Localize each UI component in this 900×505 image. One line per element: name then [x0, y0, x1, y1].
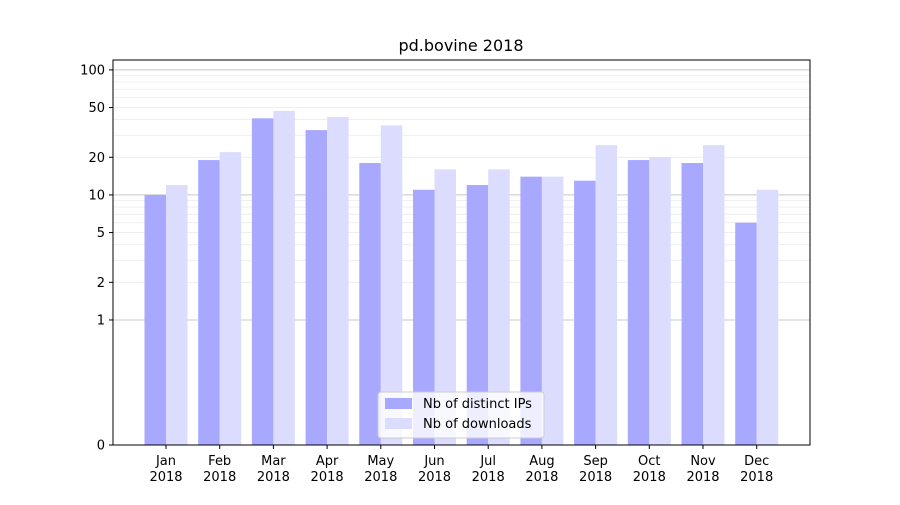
x-tick-label: 2018 — [633, 470, 666, 485]
bar-distinct-ips — [251, 118, 274, 445]
bar-distinct-ips — [735, 222, 757, 445]
x-tick-label: Jul — [479, 454, 496, 469]
x-tick-label: 2018 — [149, 470, 182, 485]
x-tick-label: 2018 — [472, 470, 505, 485]
x-tick-label: Feb — [208, 454, 231, 469]
x-tick-label: 2018 — [525, 470, 558, 485]
x-tick-label: Jan — [155, 454, 176, 469]
legend-box — [377, 391, 545, 439]
bar-downloads — [219, 152, 242, 445]
bar-distinct-ips — [144, 194, 166, 445]
x-tick-label: May — [367, 454, 394, 469]
x-tick-label: 2018 — [311, 470, 344, 485]
x-tick-label: 2018 — [418, 470, 451, 485]
bar-layer — [144, 110, 779, 445]
plot-frame — [112, 59, 811, 446]
bar-distinct-ips — [681, 163, 703, 445]
bar-downloads — [327, 117, 349, 445]
x-tick-label: Oct — [638, 454, 660, 469]
x-tick-label: Mar — [261, 454, 286, 469]
x-tick-label: 2018 — [740, 470, 773, 485]
x-tick-label: Nov — [690, 454, 716, 469]
x-tick-label: 2018 — [686, 470, 719, 485]
bar-distinct-ips — [413, 189, 435, 445]
y-tick-label: 0 — [97, 439, 105, 454]
bar-distinct-ips — [466, 185, 489, 445]
bar-downloads — [166, 185, 188, 445]
x-axis: Jan2018Feb2018Mar2018Apr2018May2018Jun20… — [149, 445, 773, 485]
legend-label: Nb of downloads — [423, 417, 532, 432]
y-axis: 0 1 2 5 10 20 50 100 — [80, 63, 113, 454]
x-tick-label: 2018 — [257, 470, 290, 485]
x-tick-label: 2018 — [364, 470, 397, 485]
bar-downloads — [273, 110, 295, 445]
bar-distinct-ips — [520, 176, 542, 445]
x-tick-label: Dec — [744, 454, 769, 469]
bar-distinct-ips — [359, 163, 381, 445]
x-tick-label: Aug — [529, 454, 554, 469]
y-tick-label: 1 — [97, 313, 105, 328]
x-tick-label: Sep — [583, 454, 608, 469]
chart-title: pd.bovine 2018 — [398, 36, 523, 55]
y-tick-label: 20 — [88, 151, 105, 166]
x-tick-label: Apr — [316, 454, 339, 469]
bar-downloads — [488, 169, 510, 445]
bar-downloads — [649, 157, 671, 445]
bar-distinct-ips — [305, 130, 328, 445]
bar-distinct-ips — [574, 180, 596, 445]
legend: Nb of distinct IPs Nb of downloads — [377, 391, 545, 439]
bar-downloads — [756, 189, 779, 445]
legend-label: Nb of distinct IPs — [423, 397, 532, 412]
bar-distinct-ips — [627, 160, 650, 445]
bar-downloads — [380, 125, 403, 445]
bar-downloads — [541, 176, 564, 445]
legend-swatch — [385, 398, 412, 409]
y-tick-label: 5 — [97, 226, 105, 241]
y-tick-label: 100 — [80, 63, 105, 78]
bar-downloads — [434, 169, 456, 445]
x-tick-label: 2018 — [579, 470, 612, 485]
x-tick-label: 2018 — [203, 470, 236, 485]
y-tick-label: 2 — [97, 276, 105, 291]
x-tick-label: Jun — [423, 454, 444, 469]
bar-downloads — [595, 145, 618, 445]
bar-downloads — [703, 145, 725, 445]
bar-distinct-ips — [198, 160, 220, 445]
legend-swatch — [385, 418, 412, 429]
y-tick-label: 10 — [88, 188, 105, 203]
y-tick-label: 50 — [88, 101, 105, 116]
